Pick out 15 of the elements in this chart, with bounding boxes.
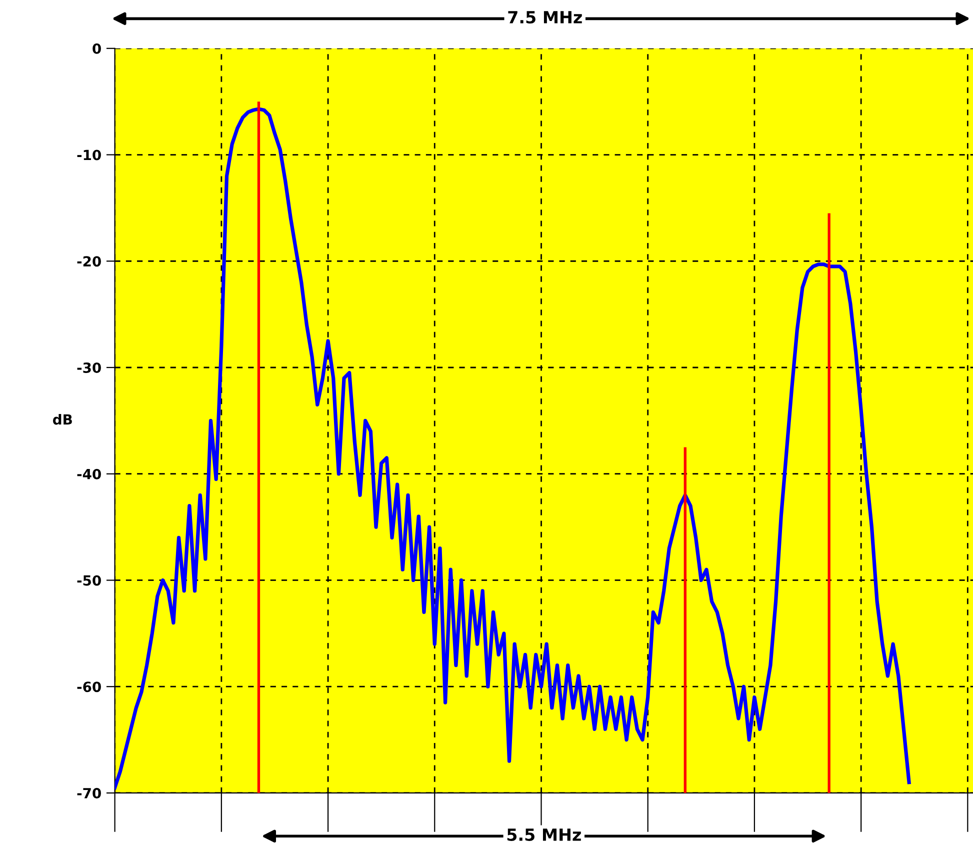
y-tick-label: -50 — [77, 575, 101, 586]
y-axis-title: dB — [53, 414, 72, 425]
y-tick-label: -60 — [77, 682, 101, 692]
y-tick-label: 0 — [92, 43, 101, 54]
y-tick-label: -30 — [77, 362, 101, 373]
text: 5.5 MHz — [507, 828, 581, 841]
bar — [257, 102, 260, 793]
y-tick-label: -70 — [77, 788, 101, 798]
bar — [684, 447, 686, 793]
y-tick-label: -40 — [77, 468, 101, 480]
bar — [828, 213, 830, 793]
y-tick-label: -20 — [77, 256, 101, 267]
text: 7.5 MHz — [508, 11, 582, 24]
line-series — [114, 107, 911, 790]
y-tick-label: -10 — [77, 150, 101, 160]
